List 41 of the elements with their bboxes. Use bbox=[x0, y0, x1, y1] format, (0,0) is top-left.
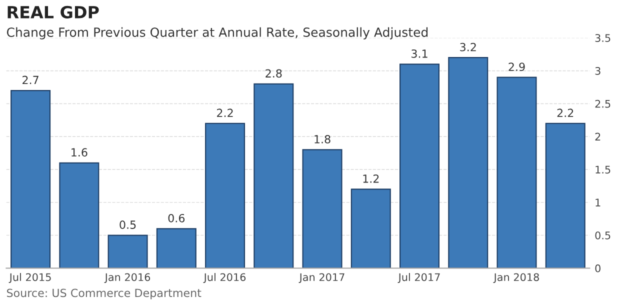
x-tick-label: Jul 2017 bbox=[398, 273, 440, 284]
data-label: 2.8 bbox=[266, 69, 282, 78]
x-tick-label: Jan 2016 bbox=[104, 273, 150, 284]
bar bbox=[205, 122, 246, 268]
x-tick-label: Jul 2015 bbox=[8, 273, 51, 284]
bar bbox=[59, 162, 100, 268]
data-label: 2.2 bbox=[217, 108, 233, 117]
y-tick-label: 1 bbox=[596, 198, 600, 206]
data-label: 0.6 bbox=[168, 214, 185, 222]
y-tick-label: 0.5 bbox=[595, 231, 610, 240]
x-tick-label: Jan 2017 bbox=[298, 273, 344, 284]
x-tick-label: Jul 2016 bbox=[203, 273, 246, 284]
y-tick-label: 2 bbox=[595, 132, 600, 141]
x-tick-label: Jan 2018 bbox=[493, 273, 539, 284]
bar bbox=[108, 234, 148, 268]
bar bbox=[448, 57, 488, 268]
y-tick-label: 0 bbox=[595, 264, 600, 272]
y-tick-label: 1.5 bbox=[596, 166, 610, 174]
data-label: 3.1 bbox=[412, 49, 428, 58]
bar bbox=[10, 90, 51, 268]
y-tick-label: 3 bbox=[595, 67, 600, 75]
data-label: 2.9 bbox=[508, 62, 525, 72]
bar bbox=[156, 228, 196, 268]
data-label: 0.5 bbox=[120, 220, 136, 229]
data-label: 1.2 bbox=[363, 174, 379, 183]
data-label: 3.2 bbox=[460, 42, 476, 52]
chart-title: REAL GDP bbox=[8, 6, 99, 18]
data-label: 2.2 bbox=[557, 108, 574, 117]
data-label: 1.6 bbox=[72, 148, 88, 157]
y-tick-label: 3.5 bbox=[595, 34, 610, 42]
bar bbox=[545, 122, 586, 268]
bar bbox=[400, 64, 440, 268]
data-label: 2.7 bbox=[22, 76, 38, 84]
y-tick-label: 2.5 bbox=[595, 100, 610, 108]
bar bbox=[350, 188, 391, 268]
bar bbox=[254, 83, 294, 268]
chart-subtitle: Change From Previous Quarter at Annual Rate, Seasonally Adjusted bbox=[6, 27, 428, 40]
data-label: 1.8 bbox=[314, 135, 330, 144]
bar bbox=[302, 149, 342, 268]
source-note: Source: US Commerce Department bbox=[6, 288, 202, 300]
bar bbox=[496, 76, 537, 268]
